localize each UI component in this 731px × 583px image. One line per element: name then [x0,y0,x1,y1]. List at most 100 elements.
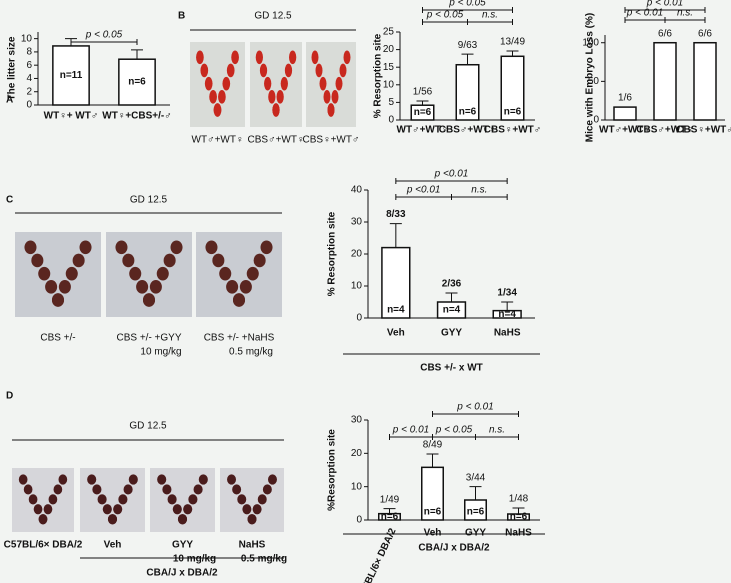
significance: p <0.01 [434,169,469,180]
tissue [222,76,231,91]
photo-caption: C57BL/6× DBA/2 [4,540,83,551]
tissue [122,253,135,268]
y-tick-label: 0 [26,100,32,111]
error-bar [506,50,519,57]
tissue [242,504,252,515]
error-bar [501,301,514,311]
x-tick-label: WT♀+CBS+/-♂ [102,111,171,122]
y-tick-label: 4 [26,73,32,84]
fraction-label: 9/63 [458,40,478,51]
tissue [253,253,266,268]
y-tick-label: 30 [351,217,363,228]
significance: p < 0.05 [435,425,473,436]
panel-letter: C [6,195,13,206]
tissue [262,484,272,495]
significance: n.s. [471,185,487,196]
tissue [128,474,138,485]
significance: n.s. [482,10,498,21]
tissue [97,494,107,505]
x-tick-label: Veh [424,528,442,539]
y-axis-label: % Resorption site [327,211,338,296]
inner-label: n=6 [510,512,528,523]
tissue [231,50,239,65]
photo-caption: GYY [172,540,193,551]
bar [653,41,677,121]
tissue [331,90,339,104]
tissue [209,90,217,104]
x-tick-label: NaHS [505,528,532,539]
y-tick-label: 20 [351,249,363,260]
error-bar [131,49,143,60]
x-tick-label: CBS♀+WT♂ [484,125,542,136]
tissue [142,293,156,307]
tissue [177,514,188,525]
bar [381,246,411,319]
photo-caption: WT♂+WT♀ [192,135,244,146]
photo-caption: CBS +/- [40,333,75,344]
y-tick-label: 10 [383,79,395,90]
bracket [451,194,508,200]
tissue [102,504,112,515]
tissue [246,266,259,281]
tissue [18,474,28,485]
tissue [167,494,177,505]
inner-label: n=4 [387,305,405,316]
tissue [48,494,58,505]
tissue [212,253,225,268]
photo-caption: CBS♀+WT♂ [303,135,360,146]
y-tick-label: 2 [26,86,32,97]
tissue [38,514,48,525]
y-tick-label: 6 [26,60,32,71]
tissue [23,484,33,495]
tissue [272,103,280,117]
y-tick-label: 10 [351,281,363,292]
tissue [123,484,133,495]
tissue [170,240,183,255]
tissue [53,484,63,495]
inner-label: n=6 [467,507,485,518]
y-tick-label: 100 [582,37,599,48]
tissue [107,514,118,525]
tissue [268,474,277,485]
bracket [395,178,508,184]
photo-caption: CBS +/- +GYY [116,333,181,344]
tissue [226,280,239,294]
photo-caption: 0.5 mg/kg [229,347,273,358]
tissue [45,280,58,294]
tissue [315,63,323,78]
significance: n.s. [489,425,505,436]
photo-caption: NaHS [239,540,266,551]
y-tick-label: 25 [383,27,395,38]
tissue [58,474,68,485]
fraction-label: 3/44 [466,472,486,483]
tissue [51,293,65,307]
x-tick-label: Veh [387,328,405,339]
y-tick-label: 0 [356,313,362,324]
x-tick-label: NaHS [494,328,521,339]
y-axis-label: The litter size [7,36,18,100]
tissue [247,514,257,525]
x-tick-label: CBS♀+WT♂ [676,125,731,136]
fraction-label: 8/33 [386,209,406,220]
tissue [172,504,182,515]
inner-label: n=6 [414,107,432,118]
photo-caption: Veh [104,540,122,551]
x-tick-label: GYY [441,328,462,339]
tissue [323,90,331,104]
significance: p < 0.01 [456,402,493,413]
tissue [343,50,351,65]
y-tick-label: 30 [351,415,363,426]
inner-label: n=6 [128,77,146,88]
tissue [255,50,263,65]
photo-title: GD 12.5 [130,195,168,206]
tissue [259,63,268,78]
bracket [467,19,513,25]
fraction-label: 8/49 [423,440,443,451]
tissue [198,474,208,485]
photo-title: GD 12.5 [254,11,292,22]
photo-caption: 10 mg/kg [140,347,181,358]
tissue [289,50,297,65]
tissue [136,280,149,294]
tissue [79,240,92,255]
